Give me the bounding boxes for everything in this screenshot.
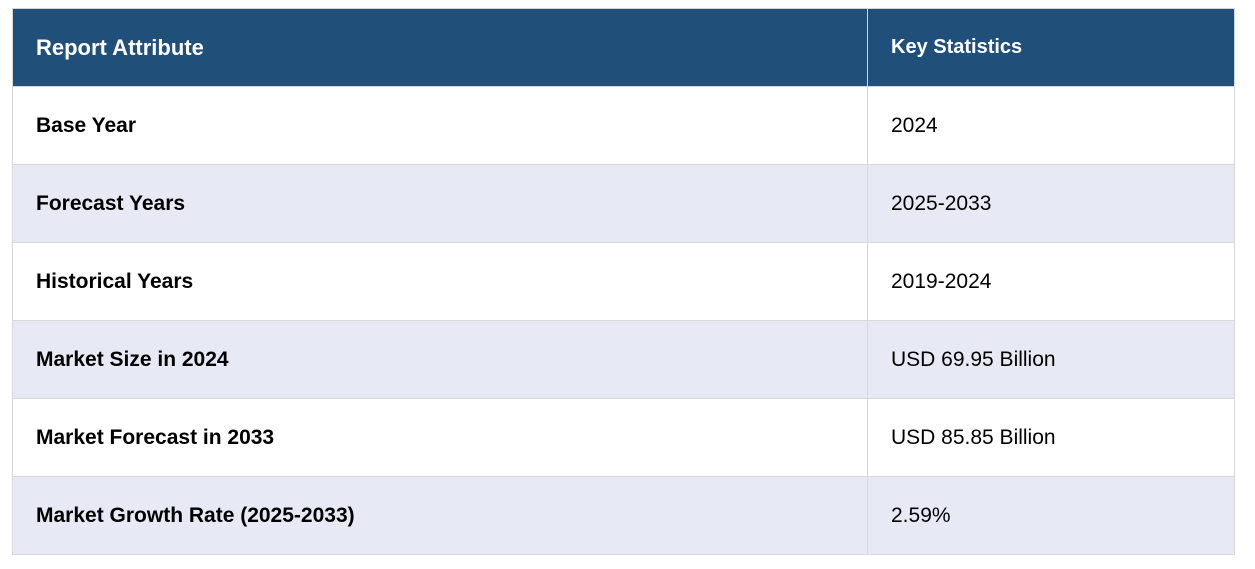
- value-cell: USD 69.95 Billion: [867, 320, 1235, 399]
- attribute-cell: Historical Years: [12, 242, 868, 321]
- attribute-cell: Market Size in 2024: [12, 320, 868, 399]
- attribute-cell: Base Year: [12, 86, 868, 165]
- report-statistics-table: Report Attribute Key Statistics Base Yea…: [12, 8, 1235, 555]
- header-report-attribute: Report Attribute: [12, 8, 868, 87]
- value-cell: USD 85.85 Billion: [867, 398, 1235, 477]
- attribute-cell: Market Growth Rate (2025-2033): [12, 476, 868, 555]
- attribute-cell: Market Forecast in 2033: [12, 398, 868, 477]
- value-cell: 2024: [867, 86, 1235, 165]
- table-row: Historical Years 2019-2024: [12, 242, 1235, 321]
- table-header-row: Report Attribute Key Statistics: [12, 8, 1235, 87]
- value-cell: 2019-2024: [867, 242, 1235, 321]
- report-table-container: Report Attribute Key Statistics Base Yea…: [12, 8, 1235, 555]
- attribute-cell: Forecast Years: [12, 164, 868, 243]
- value-cell: 2025-2033: [867, 164, 1235, 243]
- table-row: Market Size in 2024 USD 69.95 Billion: [12, 320, 1235, 399]
- table-row: Forecast Years 2025-2033: [12, 164, 1235, 243]
- value-cell: 2.59%: [867, 476, 1235, 555]
- header-key-statistics: Key Statistics: [867, 8, 1235, 87]
- table-row: Base Year 2024: [12, 86, 1235, 165]
- table-row: Market Forecast in 2033 USD 85.85 Billio…: [12, 398, 1235, 477]
- table-row: Market Growth Rate (2025-2033) 2.59%: [12, 476, 1235, 555]
